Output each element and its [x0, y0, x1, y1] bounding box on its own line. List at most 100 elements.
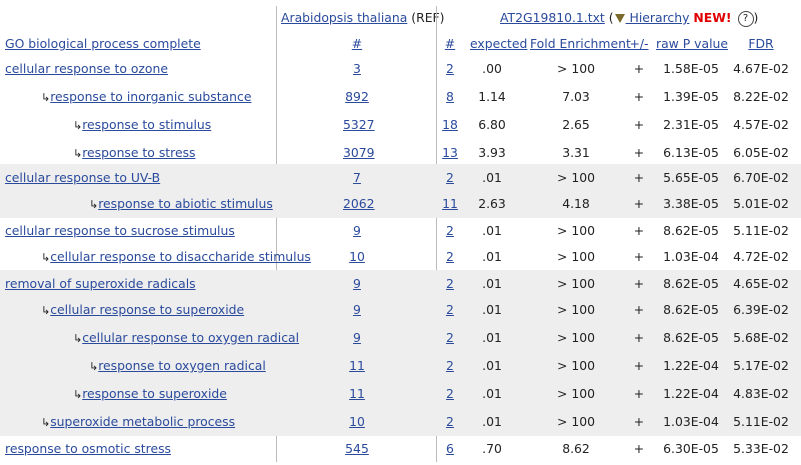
count-link[interactable]: 8 [446, 89, 454, 104]
term-cell: ↳superoxide metabolic process [41, 414, 235, 429]
expected-value: .01 [482, 330, 502, 345]
count-link[interactable]: 2 [446, 386, 454, 401]
count-link[interactable]: 6 [446, 441, 454, 456]
count-link[interactable]: 2 [446, 358, 454, 373]
table-row: ↳cellular response to superoxide 9 2 .01 > 1… [0, 296, 801, 324]
direction-value: + [633, 441, 645, 456]
fdr-value: 5.17E-02 [733, 358, 789, 373]
direction-value: + [633, 89, 645, 104]
fdr-value: 6.70E-02 [733, 170, 789, 185]
fdr-value: 4.65E-02 [733, 276, 789, 291]
sort-expected-header[interactable]: expected [470, 36, 528, 51]
table-row: removal of superoxide radicals 9 2 .01 > 100… [0, 270, 801, 296]
count-link[interactable]: 2 [446, 223, 454, 238]
go-term-link[interactable]: response to superoxide [82, 386, 227, 401]
child-arrow-icon: ↳ [73, 332, 83, 345]
go-term-link[interactable]: superoxide metabolic process [50, 414, 236, 429]
direction-value: + [633, 414, 645, 429]
go-term-link[interactable]: cellular response to sucrose stimulus [5, 223, 235, 238]
reference-organism-link[interactable]: Arabidopsis thaliana [281, 10, 408, 25]
go-term-link[interactable]: response to abiotic stimulus [98, 196, 273, 211]
go-term-link[interactable]: response to oxygen radical [98, 358, 266, 373]
term-cell: ↳response to stimulus [73, 117, 211, 132]
ref-count-link[interactable]: 9 [353, 223, 361, 238]
filter-triangle-icon [614, 14, 625, 23]
ref-count-link[interactable]: 2062 [343, 196, 375, 211]
ref-count-link[interactable]: 5327 [343, 117, 375, 132]
fdr-value: 8.22E-02 [733, 89, 789, 104]
table-row: cellular response to sucrose stimulus 9 2.… [0, 217, 801, 243]
ref-count-link[interactable]: 3 [353, 61, 361, 76]
child-arrow-icon: ↳ [89, 360, 99, 373]
child-arrow-icon: ↳ [73, 119, 83, 132]
count-link[interactable]: 18 [442, 117, 458, 132]
expected-value: .01 [482, 386, 502, 401]
go-term-link[interactable]: cellular response to UV-B [5, 170, 161, 185]
direction-value: + [633, 145, 645, 160]
go-term-link[interactable]: removal of superoxide radicals [5, 276, 196, 291]
ref-count-link[interactable]: 9 [353, 330, 361, 345]
sort-count-header[interactable]: # [444, 36, 456, 51]
go-term-link[interactable]: response to stimulus [82, 117, 212, 132]
direction-value: + [633, 330, 645, 345]
help-circle-icon[interactable]: ? [737, 11, 754, 27]
direction-value: + [633, 117, 645, 132]
ref-count-link[interactable]: 10 [349, 414, 365, 429]
column-header-row: GO biological process complete # # expec… [0, 30, 801, 58]
hierarchy-link[interactable]: Hierarchy [625, 10, 690, 25]
ref-count-link[interactable]: 892 [345, 89, 369, 104]
fold-enrichment-value: > 100 [557, 249, 595, 264]
direction-value: + [633, 170, 645, 185]
fdr-value: 5.11E-02 [733, 414, 789, 429]
ref-count-link[interactable]: 545 [345, 441, 369, 456]
raw-p-value: 1.39E-05 [663, 89, 719, 104]
raw-p-value: 8.62E-05 [663, 330, 719, 345]
raw-p-value: 8.62E-05 [663, 223, 719, 238]
fold-enrichment-value: > 100 [557, 223, 595, 238]
sort-ref-count-header[interactable]: # [351, 36, 363, 51]
direction-value: + [633, 223, 645, 238]
child-arrow-icon: ↳ [73, 388, 83, 401]
count-link[interactable]: 2 [446, 61, 454, 76]
sort-direction-header[interactable]: +/- [629, 36, 649, 51]
count-link[interactable]: 2 [446, 249, 454, 264]
term-cell: ↳response to inorganic substance [41, 89, 251, 104]
go-term-link[interactable]: cellular response to superoxide [50, 302, 245, 317]
direction-value: + [633, 358, 645, 373]
go-term-link[interactable]: response to osmotic stress [5, 441, 172, 456]
ref-count-link[interactable]: 7 [353, 170, 361, 185]
go-term-link[interactable]: cellular response to disaccharide stimul… [50, 249, 311, 264]
count-link[interactable]: 2 [446, 330, 454, 345]
ref-count-link[interactable]: 11 [349, 386, 365, 401]
count-link[interactable]: 2 [446, 276, 454, 291]
uploaded-file-link[interactable]: AT2G19810.1.txt [500, 10, 605, 25]
expected-value: .01 [482, 276, 502, 291]
child-arrow-icon: ↳ [41, 251, 51, 264]
fold-enrichment-value: > 100 [557, 61, 595, 76]
count-link[interactable]: 13 [442, 145, 458, 160]
go-term-link[interactable]: cellular response to oxygen radical [82, 330, 300, 345]
term-cell: removal of superoxide radicals [5, 276, 196, 291]
sort-term-header[interactable]: GO biological process complete [5, 36, 201, 51]
ref-count-link[interactable]: 10 [349, 249, 365, 264]
expected-value: .01 [482, 302, 502, 317]
count-link[interactable]: 11 [442, 196, 458, 211]
child-arrow-icon: ↳ [73, 147, 83, 160]
go-term-link[interactable]: cellular response to ozone [5, 61, 168, 76]
ref-count-link[interactable]: 11 [349, 358, 365, 373]
fold-enrichment-value: 3.31 [562, 145, 590, 160]
count-link[interactable]: 2 [446, 170, 454, 185]
table-row: ↳response to stress 3079 13 3.93 3.31 +6.13E-… [0, 139, 801, 167]
sort-raw-p-header[interactable]: raw P value [656, 36, 729, 51]
count-link[interactable]: 2 [446, 414, 454, 429]
ref-count-link[interactable]: 9 [353, 302, 361, 317]
term-cell: cellular response to UV-B [5, 170, 160, 185]
raw-p-value: 5.65E-05 [663, 170, 719, 185]
go-term-link[interactable]: response to stress [82, 145, 196, 160]
go-term-link[interactable]: response to inorganic substance [50, 89, 252, 104]
ref-count-link[interactable]: 9 [353, 276, 361, 291]
sort-fdr-header[interactable]: FDR [748, 36, 774, 51]
sort-fold-header[interactable]: Fold Enrichment [530, 36, 631, 51]
ref-count-link[interactable]: 3079 [343, 145, 375, 160]
count-link[interactable]: 2 [446, 302, 454, 317]
